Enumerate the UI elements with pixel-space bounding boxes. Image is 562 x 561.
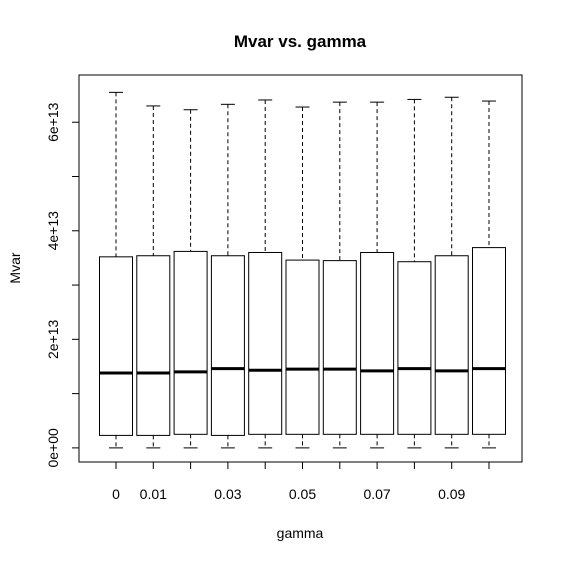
box (99, 256, 133, 436)
x-tick-label: 0.05 (289, 486, 316, 502)
y-tick-label: 4e+13 (45, 211, 61, 251)
y-tick-label: 6e+13 (45, 102, 61, 142)
box (248, 251, 283, 435)
chart-marks: 0 0.01 0.03 0.05 0.07 0.09 0e+00 2e+13 4e+13 6e+1… (45, 91, 506, 502)
x-tick-label: 0.01 (140, 486, 167, 502)
box (322, 260, 357, 435)
box (285, 259, 320, 435)
x-tick-label: 0 (112, 486, 120, 502)
x-axis-label: gamma (277, 525, 324, 541)
box (136, 255, 171, 436)
box (210, 255, 245, 436)
y-axis-label: Mvar (7, 252, 23, 283)
y-tick-label: 0e+00 (45, 428, 61, 468)
chart-title: Mvar vs. gamma (234, 32, 367, 51)
x-tick-label: 0.07 (363, 486, 390, 502)
box (472, 247, 506, 435)
box (360, 251, 395, 435)
x-tick-label: 0.03 (214, 486, 241, 502)
y-tick-label: 2e+13 (45, 319, 61, 359)
box (397, 261, 432, 435)
box (434, 255, 469, 435)
box (173, 250, 208, 435)
x-tick-label: 0.09 (438, 486, 465, 502)
